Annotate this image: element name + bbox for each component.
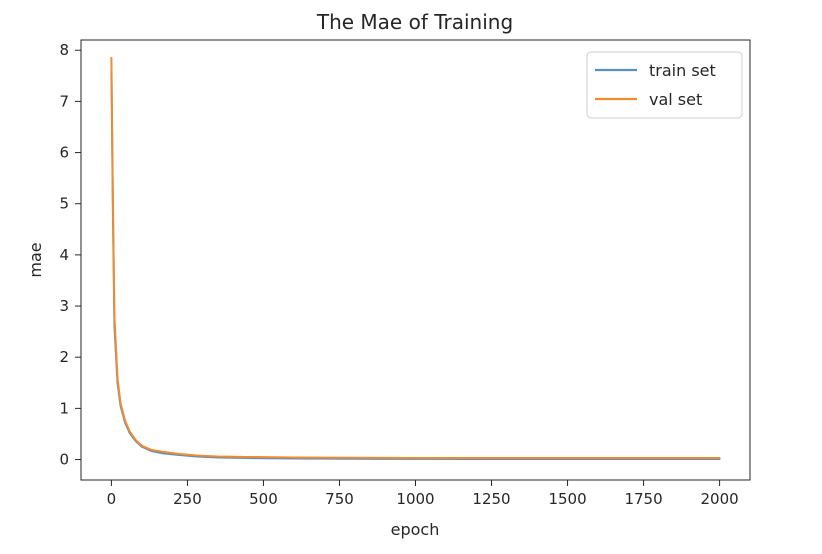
- x-tick-label: 500: [249, 490, 278, 508]
- series-line-train-set: [110, 69, 721, 461]
- x-tick-label: 1250: [472, 490, 510, 508]
- y-tick-label: 6: [59, 144, 69, 162]
- y-tick-label: 1: [59, 399, 69, 417]
- series-layer: [110, 56, 721, 461]
- legend-label-train-set: train set: [649, 61, 716, 80]
- x-tick-label: 1000: [396, 490, 434, 508]
- y-axis-label: mae: [26, 242, 45, 277]
- x-tick-label: 1750: [624, 490, 662, 508]
- y-tick-label: 3: [59, 297, 69, 315]
- y-tick-label: 8: [59, 41, 69, 59]
- legend: train set val set: [586, 51, 743, 119]
- x-axis-label: epoch: [391, 520, 440, 539]
- y-tick-label: 0: [59, 451, 69, 469]
- y-tick-label: 2: [59, 348, 69, 366]
- x-tick-label: 250: [173, 490, 202, 508]
- x-tick-label: 0: [107, 490, 117, 508]
- x-tick-label: 2000: [700, 490, 738, 508]
- chart-title: The Mae of Training: [316, 10, 513, 34]
- y-axis-ticks: 0 1 2 3 4 5 6 7 8: [59, 41, 81, 469]
- y-tick-label: 5: [59, 195, 69, 213]
- legend-box: [586, 51, 743, 119]
- x-axis-ticks: 0 250 500 750 1000 1250 1500 1750 2000: [107, 480, 739, 508]
- y-tick-label: 7: [59, 92, 69, 110]
- x-tick-label: 1500: [548, 490, 586, 508]
- y-tick-label: 4: [59, 246, 69, 264]
- x-tick-label: 750: [325, 490, 354, 508]
- series-line-val-set: [110, 56, 721, 459]
- legend-label-val-set: val set: [649, 90, 702, 109]
